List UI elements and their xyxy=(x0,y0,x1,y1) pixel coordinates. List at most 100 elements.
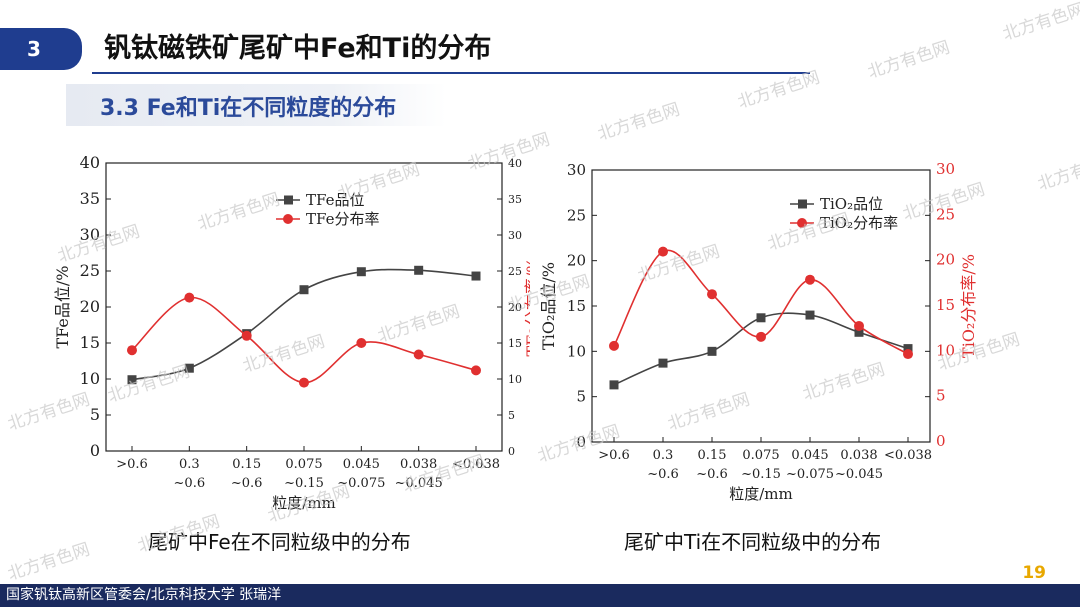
ti-chart-caption: 尾矿中Ti在不同粒级中的分布 xyxy=(624,530,882,554)
ti-right-tick-label: 5 xyxy=(936,387,946,405)
fe-x-tick-label: ~0.6 xyxy=(231,476,263,491)
ti-x-tick-label: 0.15 xyxy=(698,448,727,463)
fe-point-grade xyxy=(356,267,366,277)
ti-point-distribution xyxy=(609,340,619,351)
fe-x-axis-label: 粒度/mm xyxy=(272,494,336,512)
fe-left-tick-label: 30 xyxy=(80,225,100,244)
ti-x-tick-label: ~0.045 xyxy=(835,467,883,482)
fe-x-tick-label: <0.038 xyxy=(452,457,500,472)
ti-point-distribution xyxy=(756,331,766,342)
fe-x-tick-label: >0.6 xyxy=(116,457,148,472)
fe-point-distribution xyxy=(356,338,367,348)
fe-point-grade xyxy=(127,375,137,385)
fe-point-distribution xyxy=(184,292,195,303)
ti-point-grade xyxy=(805,310,815,320)
ti-point-grade xyxy=(609,380,619,390)
ti-right-tick-label: 25 xyxy=(936,205,955,223)
footer-bar: 国家钒钛高新区管委会/北京科技大学 张瑞洋 xyxy=(0,584,1080,607)
fe-left-tick-label: 10 xyxy=(80,369,100,388)
ti-right-axis-label: TiO₂分布率/% xyxy=(959,254,978,358)
fe-x-tick-label: ~0.15 xyxy=(284,476,324,491)
watermark-text: 北方有色网 xyxy=(865,37,952,82)
fe-legend-marker xyxy=(283,214,293,224)
fe-point-grade xyxy=(299,285,309,295)
fe-left-tick-label: 25 xyxy=(80,261,100,280)
ti-legend-label: TiO₂品位 xyxy=(820,195,883,213)
watermark-text: 北方有色网 xyxy=(735,67,822,112)
ti-right-tick-label: 10 xyxy=(936,341,955,359)
ti-legend-label: TiO₂分布率 xyxy=(820,214,898,232)
ti-x-tick-label: 0.038 xyxy=(840,448,877,463)
ti-left-tick-label: 15 xyxy=(567,297,586,315)
ti-x-tick-label: ~0.15 xyxy=(741,467,781,482)
ti-left-tick-label: 0 xyxy=(576,433,586,451)
ti-point-distribution xyxy=(707,289,717,300)
ti-chart-svg: 0 5 10 15 20 25 30 0 5 10 15 20 25 30 >0.6 0.3 ~0.6 0.15 ~… xyxy=(539,160,978,503)
ti-point-grade xyxy=(658,358,668,368)
ti-x-axis-label: 粒度/mm xyxy=(729,485,793,503)
fe-right-tick-label: 15 xyxy=(508,337,522,350)
fe-x-tick-label: ~0.075 xyxy=(337,476,385,491)
ti-point-distribution xyxy=(805,274,815,285)
ti-right-tick-label: 15 xyxy=(936,296,955,314)
fe-right-tick-label: 10 xyxy=(508,373,522,386)
ti-x-tick-label: ~0.075 xyxy=(786,467,834,482)
fe-left-tick-label: 5 xyxy=(90,405,100,424)
ti-left-tick-label: 20 xyxy=(567,252,586,270)
fe-point-distribution xyxy=(241,330,252,341)
ti-left-tick-label: 30 xyxy=(567,161,586,179)
fe-right-axis-label: TFe分布率/% xyxy=(523,258,530,357)
fe-legend-label: TFe分布率 xyxy=(306,210,379,228)
ti-x-tick-label: ~0.6 xyxy=(647,467,679,482)
fe-x-tick-label: 0.15 xyxy=(232,457,261,472)
fe-legend-marker xyxy=(284,195,293,205)
ti-left-tick-label: 25 xyxy=(567,206,586,224)
fe-chart-svg: 0 5 10 15 20 25 30 35 40 0 5 10 15 20 25 30 35 40 >0.6 0.3 ~… xyxy=(53,153,542,512)
fe-point-distribution xyxy=(299,377,309,388)
fe-distribution-chart: 0 5 10 15 20 25 30 35 40 0 5 10 15 20 25 30 35 40 >0.6 0.3 ~… xyxy=(40,152,542,522)
ti-point-grade xyxy=(756,313,766,323)
ti-x-tick-label: 0.3 xyxy=(653,448,674,463)
fe-right-tick-label: 5 xyxy=(508,409,515,422)
fe-right-tick-label: 35 xyxy=(508,193,522,206)
fe-legend-label: TFe品位 xyxy=(306,191,364,209)
fe-x-tick-label: 0.075 xyxy=(285,457,322,472)
fe-x-tick-label: 0.038 xyxy=(400,457,437,472)
ti-left-axis-label: TiO₂品位/% xyxy=(539,262,558,350)
watermark-text: 北方有色网 xyxy=(595,99,682,144)
fe-point-grade xyxy=(471,271,481,281)
ti-distribution-chart: 0 5 10 15 20 25 30 0 5 10 15 20 25 30 >0.6 0.3 ~0.6 0.15 ~… xyxy=(530,152,1050,522)
fe-point-distribution xyxy=(413,349,424,360)
ti-point-grade xyxy=(707,346,717,356)
fe-plot-frame xyxy=(105,162,503,452)
ti-x-tick-label: >0.6 xyxy=(598,448,630,463)
ti-x-tick-label: 0.045 xyxy=(791,448,828,463)
fe-left-tick-label: 40 xyxy=(80,153,100,172)
fe-x-tick-label: 0.3 xyxy=(179,457,200,472)
ti-left-tick-label: 5 xyxy=(576,388,586,406)
fe-right-tick-label: 30 xyxy=(508,229,522,242)
slide-subtitle: 3.3 Fe和Ti在不同粒度的分布 xyxy=(100,96,397,121)
fe-x-tick-label: 0.045 xyxy=(343,457,380,472)
ti-point-distribution xyxy=(903,349,913,360)
ti-point-distribution xyxy=(854,320,864,331)
slide-title: 钒钛磁铁矿尾矿中Fe和Ti的分布 xyxy=(104,33,492,64)
footer-text: 国家钒钛高新区管委会/北京科技大学 张瑞洋 xyxy=(6,587,282,603)
ti-series-line-1 xyxy=(613,312,909,386)
fe-point-grade xyxy=(184,363,194,373)
fe-chart-caption: 尾矿中Fe在不同粒级中的分布 xyxy=(148,530,411,554)
ti-right-tick-label: 30 xyxy=(936,160,955,178)
ti-right-tick-label: 0 xyxy=(936,432,946,450)
fe-point-grade xyxy=(414,265,424,275)
fe-x-tick-label: ~0.6 xyxy=(174,476,206,491)
fe-left-tick-label: 0 xyxy=(90,441,100,460)
fe-left-tick-label: 35 xyxy=(80,189,100,208)
fe-right-tick-label: 40 xyxy=(508,157,522,170)
fe-right-tick-label: 20 xyxy=(508,301,522,314)
ti-point-grade xyxy=(903,344,913,354)
fe-right-tick-label: 25 xyxy=(508,265,522,278)
fe-point-distribution xyxy=(471,365,481,376)
section-number: 3 xyxy=(27,37,41,61)
fe-left-axis-label: TFe品位/% xyxy=(53,266,72,349)
watermark-text: 北方有色网 xyxy=(1000,0,1080,45)
